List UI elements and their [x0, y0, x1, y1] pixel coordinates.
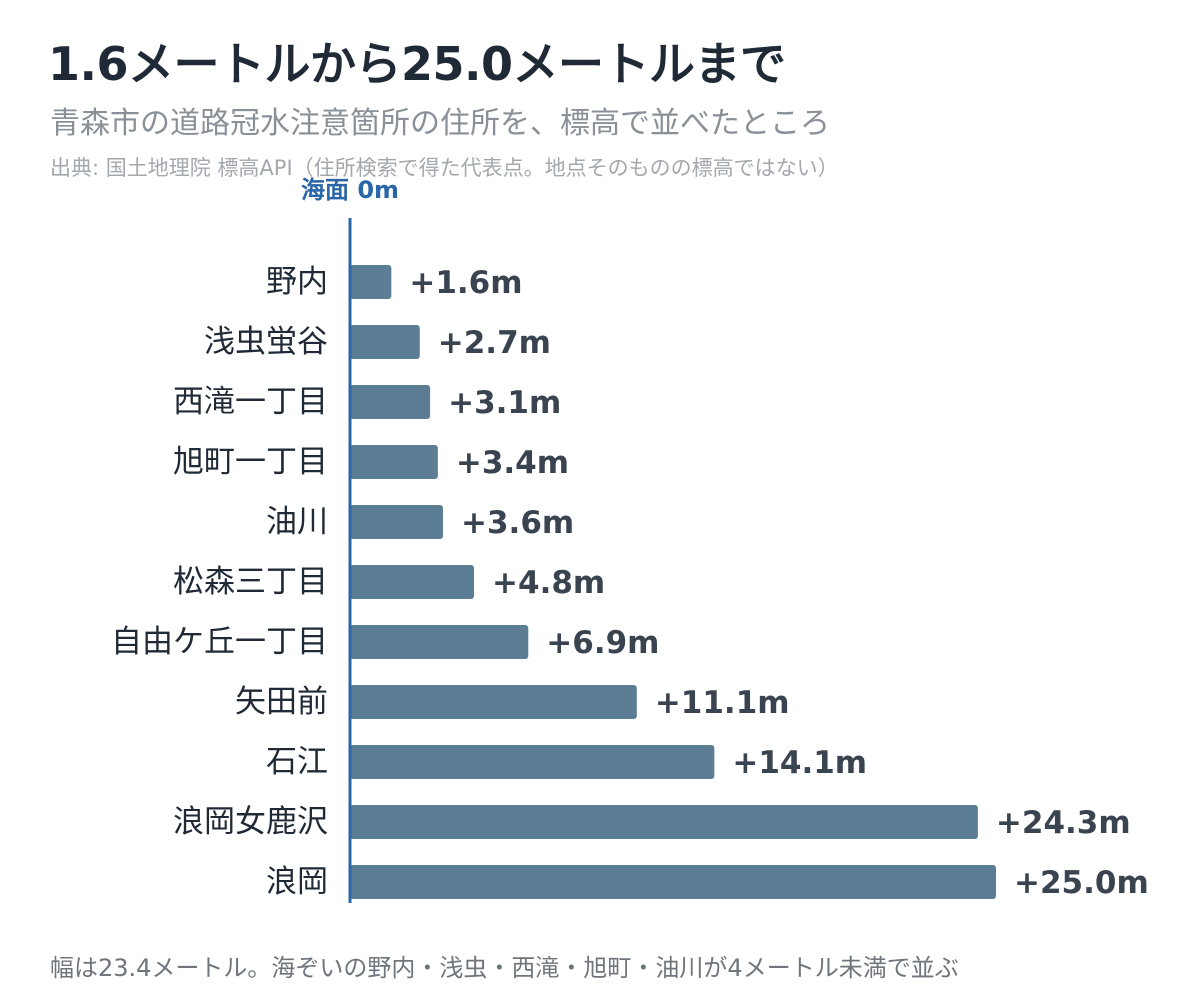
value-label: +4.8m: [492, 565, 605, 601]
bar: [350, 265, 392, 299]
category-label: 石江: [266, 744, 328, 780]
value-label: +11.1m: [655, 685, 790, 721]
category-label: 自由ケ丘一丁目: [111, 624, 328, 660]
value-label: +6.9m: [546, 625, 659, 661]
chart-title: 1.6メートルから25.0メートルまで: [48, 37, 786, 91]
bar: [350, 865, 996, 899]
bar: [350, 325, 420, 359]
bar: [350, 505, 444, 539]
value-label: +3.6m: [461, 505, 574, 541]
chart-footnote: 幅は23.4メートル。海ぞいの野内・浅虫・西滝・旭町・油川が4メートル未満で並ぶ: [50, 954, 959, 982]
value-label: +24.3m: [996, 805, 1131, 841]
chart-source: 出典: 国土地理院 標高API（住所検索で得た代表点。地点そのものの標高ではない…: [50, 156, 839, 180]
category-label: 松森三丁目: [173, 564, 328, 600]
category-label: 浪岡: [266, 864, 328, 900]
bar: [350, 565, 475, 599]
category-label: 野内: [266, 264, 328, 300]
category-label: 矢田前: [235, 684, 328, 720]
zero-axis-label: 海面 0m: [301, 176, 399, 204]
bar: [350, 385, 431, 419]
bar: [350, 685, 637, 719]
value-label: +25.0m: [1014, 865, 1149, 901]
value-label: +3.4m: [456, 445, 569, 481]
bar: [350, 745, 715, 779]
bar: [350, 445, 438, 479]
chart-subtitle: 青森市の道路冠水注意箇所の住所を、標高で並べたところ: [50, 106, 830, 141]
value-label: +1.6m: [409, 265, 522, 301]
bar-chart: 野内 +1.6m 浅虫蛍谷 +2.7m 西滝一丁目 +3.1m 旭町一丁目 +3.4m 油川 +3…: [111, 176, 1149, 903]
bar: [350, 625, 529, 659]
bar: [350, 805, 978, 839]
value-label: +14.1m: [732, 745, 867, 781]
value-label: +3.1m: [448, 385, 561, 421]
value-label: +2.7m: [438, 325, 551, 361]
category-label: 浅虫蛍谷: [204, 324, 328, 360]
category-label: 西滝一丁目: [173, 384, 328, 420]
category-label: 旭町一丁目: [173, 444, 328, 480]
category-label: 浪岡女鹿沢: [173, 804, 328, 840]
category-label: 油川: [266, 504, 328, 540]
